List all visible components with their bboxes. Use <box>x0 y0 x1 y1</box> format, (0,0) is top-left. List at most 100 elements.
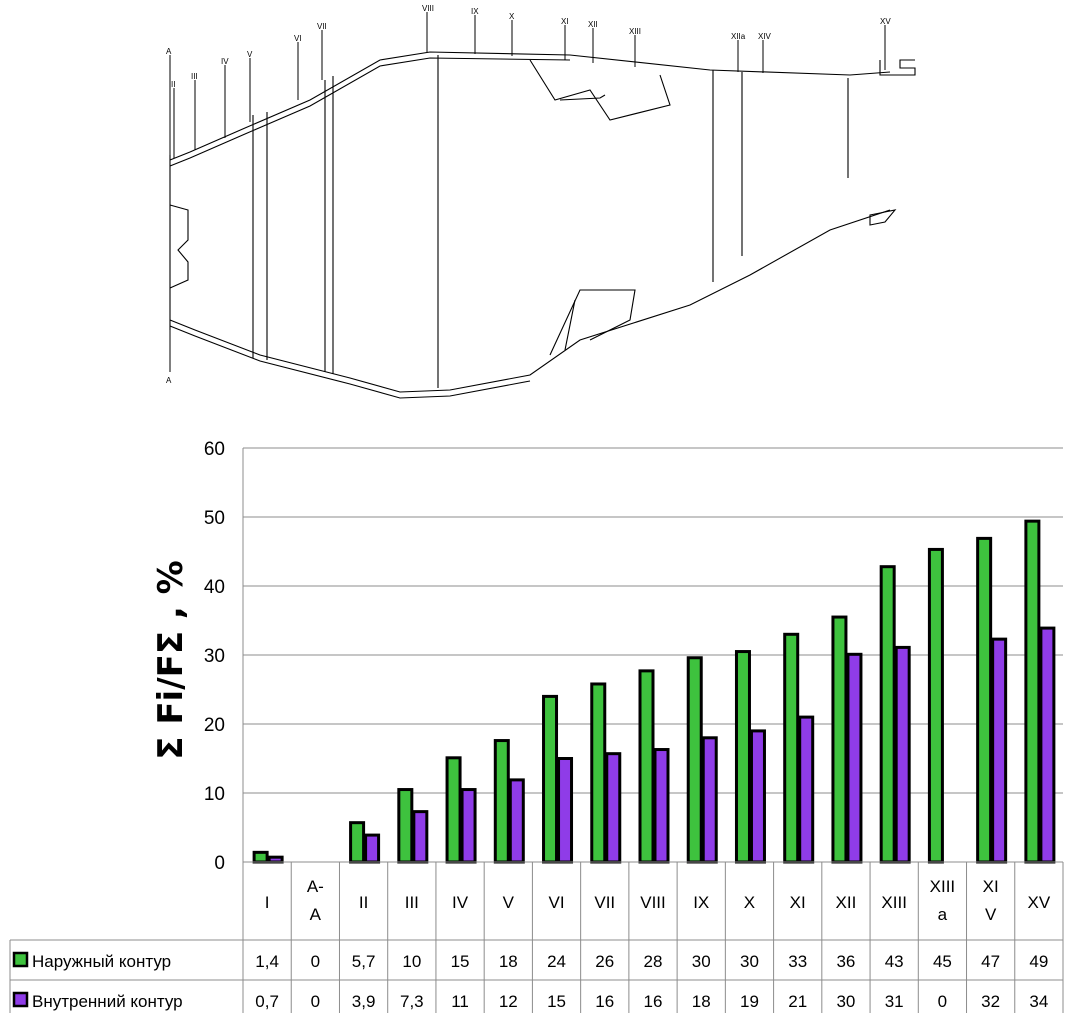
data-label: 30 <box>740 952 759 971</box>
data-label: 26 <box>595 952 614 971</box>
data-label: 28 <box>644 952 663 971</box>
section-mark-label: III <box>191 72 198 81</box>
section-mark-label: A <box>166 47 172 56</box>
data-label: 34 <box>1029 992 1048 1011</box>
bar-inner-contour <box>605 752 622 864</box>
section-mark-label: XIII <box>629 27 641 36</box>
data-label: 12 <box>499 992 518 1011</box>
data-label: 47 <box>981 952 1000 971</box>
y-tick-label: 50 <box>204 508 225 529</box>
bar-inner-contour <box>508 778 525 864</box>
nozzle-lower-flange <box>869 209 897 226</box>
nozzle-flange <box>879 59 916 76</box>
y-tick-label: 10 <box>204 784 225 805</box>
outer-upper-wall <box>169 51 891 161</box>
section-mark-label: II <box>171 80 175 89</box>
y-tick-label: 40 <box>204 577 225 598</box>
data-label: 16 <box>644 992 663 1011</box>
y-tick-label: 0 <box>214 853 225 874</box>
data-label: 43 <box>885 952 904 971</box>
bar-inner-contour <box>749 729 766 864</box>
category-label: XI <box>983 877 999 896</box>
bar-outer-contour <box>638 669 655 864</box>
legend-swatch <box>12 991 29 1008</box>
data-label: 18 <box>692 992 711 1011</box>
bar-inner-contour <box>557 757 574 864</box>
bar-inner-contour <box>846 652 863 864</box>
section-mark-label: XII <box>588 20 598 29</box>
y-tick-label: 20 <box>204 715 225 736</box>
data-label: 24 <box>547 952 566 971</box>
category-label: XV <box>1028 893 1051 912</box>
legend-series-name: Наружный контур <box>32 952 171 971</box>
outer-upper-wall-inner <box>169 57 571 167</box>
section-mark-label: IV <box>221 57 229 66</box>
data-label: 21 <box>788 992 807 1011</box>
bar-outer-contour <box>879 565 896 864</box>
section-mark-label: VII <box>317 22 327 31</box>
bar-outer-contour <box>445 756 462 864</box>
data-label: 10 <box>402 952 421 971</box>
bar-outer-contour <box>734 650 751 864</box>
bar-outer-contour <box>831 615 848 864</box>
bar-inner-contour <box>653 748 670 864</box>
bar-inner-contour <box>1039 626 1056 864</box>
inlet-profile <box>169 204 189 289</box>
bar-outer-contour <box>590 682 607 864</box>
data-label: 0 <box>311 952 320 971</box>
data-label: 1,4 <box>255 952 279 971</box>
bar-outer-contour <box>349 821 366 864</box>
data-label: 15 <box>547 992 566 1011</box>
category-label: VII <box>594 893 615 912</box>
bar-outer-contour <box>686 656 703 864</box>
bar-outer-contour <box>976 536 993 864</box>
section-mark-label: X <box>509 12 515 21</box>
y-axis-label: Σ Fi/FΣ , % <box>151 560 191 759</box>
category-label: XI <box>790 893 806 912</box>
category-label: X <box>744 893 755 912</box>
category-label: a <box>938 905 948 924</box>
data-label: 18 <box>499 952 518 971</box>
bar-outer-contour <box>1024 519 1041 864</box>
y-tick-label: 30 <box>204 646 225 667</box>
section-mark-label: V <box>247 50 253 59</box>
data-label: 30 <box>692 952 711 971</box>
data-label: 32 <box>981 992 1000 1011</box>
section-mark-label: VIII <box>422 4 434 13</box>
vane-upper-detail <box>559 94 606 101</box>
bar-inner-contour <box>364 833 381 864</box>
section-mark-label: IX <box>471 7 479 16</box>
engine-section-drawing: A II III IV V VI VII VIII IX X XI XII XI… <box>166 4 916 399</box>
legend-swatch <box>12 951 29 968</box>
vane-upper <box>529 59 671 121</box>
section-mark-label: XIV <box>758 32 772 41</box>
section-mark-label: A <box>166 376 172 385</box>
category-label: XIII <box>930 877 956 896</box>
bar-inner-contour <box>412 810 429 864</box>
section-mark-label: XIIa <box>731 32 746 41</box>
data-label: 36 <box>836 952 855 971</box>
outer-lower-wall <box>169 209 891 393</box>
category-label: V <box>503 893 515 912</box>
data-label: 7,3 <box>400 992 424 1011</box>
category-label: A- <box>307 877 324 896</box>
category-label: III <box>405 893 419 912</box>
bar-inner-contour <box>267 855 284 864</box>
category-label: XIII <box>881 893 907 912</box>
outer-lower-wall-inner <box>169 325 531 399</box>
data-label: 33 <box>788 952 807 971</box>
bar-outer-contour <box>783 632 800 864</box>
section-mark-label: XV <box>880 17 891 26</box>
bar-inner-contour <box>701 736 718 864</box>
data-label: 0 <box>938 992 947 1011</box>
bars <box>252 519 1056 864</box>
data-label: 31 <box>885 992 904 1011</box>
data-label: 16 <box>595 992 614 1011</box>
data-label: 49 <box>1029 952 1048 971</box>
section-mark-label: VI <box>294 34 302 43</box>
bar-outer-contour <box>927 547 944 864</box>
data-label: 0,7 <box>255 992 279 1011</box>
bar-inner-contour <box>894 645 911 864</box>
category-label: VIII <box>640 893 666 912</box>
